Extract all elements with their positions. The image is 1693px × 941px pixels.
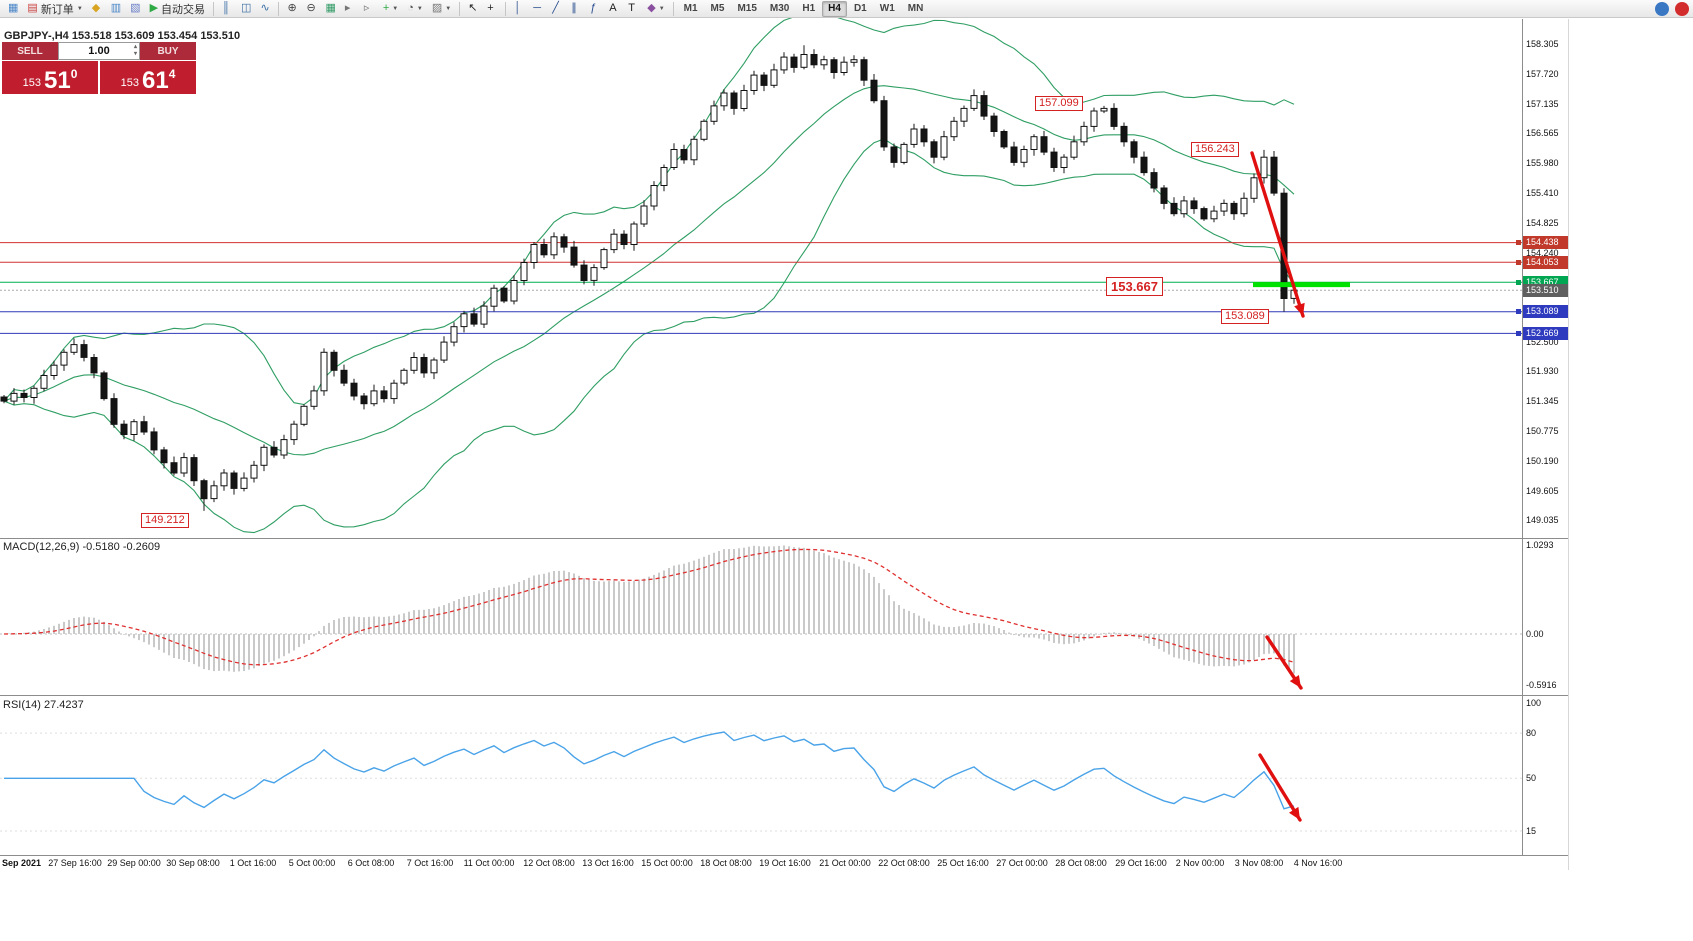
- new-order-button-label: 新订单: [40, 3, 74, 16]
- new-order-icon: ▤: [27, 2, 38, 14]
- market-watch-button[interactable]: ▥: [107, 1, 125, 17]
- navigator-icon: ▧: [130, 2, 141, 14]
- channel-icon: ∥: [571, 2, 577, 14]
- text-button[interactable]: A: [605, 1, 623, 17]
- trendline-icon: ╱: [552, 2, 559, 14]
- candlestick-chart-button[interactable]: ◫: [237, 1, 255, 17]
- toolbar-separator: [672, 1, 674, 16]
- new-order-button[interactable]: ▤ 新订单 ▼: [23, 1, 86, 17]
- auto-scroll-icon: ▸: [344, 2, 351, 14]
- volume-spinner: ▴ ▾: [134, 44, 137, 58]
- new-chart-button[interactable]: ▦: [4, 1, 22, 17]
- buy-price-point: 4: [168, 67, 176, 81]
- tile-windows-button[interactable]: ▦: [321, 1, 339, 17]
- caret-down-icon: ▼: [76, 5, 83, 12]
- zoom-in-button[interactable]: ⊕: [283, 1, 301, 17]
- volume-up-button[interactable]: ▴: [133, 44, 137, 50]
- add-indicator-icon: +: [382, 2, 390, 14]
- cursor-button[interactable]: ↖: [464, 1, 482, 17]
- buy-button[interactable]: BUY: [140, 42, 196, 60]
- channel-button[interactable]: ∥: [567, 1, 585, 17]
- templates-button[interactable]: ▨ ▼: [428, 1, 455, 17]
- buy-price-integer: 153: [120, 77, 139, 89]
- crosshair-icon: +: [487, 2, 494, 14]
- vertical-line-button[interactable]: │: [510, 1, 528, 17]
- indicators-button[interactable]: ◆: [88, 1, 106, 17]
- caret-down-icon: ▼: [392, 5, 399, 12]
- buy-price-pips: 61: [141, 67, 169, 94]
- horizontal-line-icon: ─: [533, 2, 542, 14]
- auto-trading-icon: ▶: [149, 2, 159, 14]
- line-chart-button[interactable]: ∿: [256, 1, 274, 17]
- volume-value: 1.00: [88, 45, 110, 57]
- toolbar-separator: [213, 1, 215, 16]
- timeframe-button-d1[interactable]: D1: [853, 3, 867, 14]
- sell-button[interactable]: SELL: [2, 42, 58, 60]
- one-click-trading-widget: SELL 1.00 ▴ ▾ BUY 153 51 0 153 61 4: [2, 42, 196, 94]
- trendline-button[interactable]: ╱: [548, 1, 566, 17]
- periods-button[interactable]: ◔ ▼: [403, 1, 427, 17]
- community-icon[interactable]: [1655, 1, 1669, 16]
- timeframe-button-h4[interactable]: H4: [822, 0, 847, 17]
- caret-down-icon: ▼: [658, 5, 665, 12]
- timeframe-button-h1[interactable]: H1: [802, 3, 816, 14]
- fibonacci-icon: ƒ: [590, 2, 597, 14]
- caret-down-icon: ▼: [445, 5, 452, 12]
- indicators-icon: ◆: [91, 2, 101, 14]
- chart-shift-icon: ▹: [363, 2, 370, 14]
- fibonacci-button[interactable]: ƒ: [586, 1, 604, 17]
- shapes-icon: ◆: [647, 2, 656, 14]
- one-click-prices: 153 51 0 153 61 4: [2, 61, 196, 94]
- toolbar-separator: [459, 1, 461, 16]
- new-chart-icon: ▦: [8, 2, 19, 14]
- text-icon: A: [609, 2, 617, 14]
- bar-chart-button[interactable]: ║: [218, 1, 236, 17]
- tile-windows-icon: ▦: [325, 2, 336, 14]
- add-indicator-button[interactable]: + ▼: [379, 1, 402, 17]
- help-icon[interactable]: [1675, 1, 1689, 16]
- toolbar: ▦ ▤ 新订单 ▼ ◆ ▥ ▧ ▶ 自动交易 ║ ◫ ∿ ⊕ ⊖ ▦ ▸ ▹ + ▼ ◔ ▼ ▨ ▼ ↖ + │ ─ ╱ ∥ ƒ A T ◆ ▼ M…: [0, 0, 1693, 18]
- shapes-button[interactable]: ◆ ▼: [643, 1, 668, 17]
- toolbar-separator: [505, 1, 507, 16]
- timeframe-button-m1[interactable]: M1: [683, 3, 698, 14]
- zoom-in-icon: ⊕: [287, 2, 297, 14]
- timeframe-button-m15[interactable]: M15: [737, 3, 757, 14]
- timeframe-button-m5[interactable]: M5: [710, 3, 725, 14]
- timeframe-button-w1[interactable]: W1: [879, 3, 895, 14]
- buy-price-button[interactable]: 153 61 4: [100, 61, 196, 94]
- sell-price-button[interactable]: 153 51 0: [2, 61, 98, 94]
- one-click-header: SELL 1.00 ▴ ▾ BUY: [2, 42, 196, 60]
- timeframe-button-m30[interactable]: M30: [769, 3, 790, 14]
- chart-shift-button[interactable]: ▹: [360, 1, 378, 17]
- templates-icon: ▨: [431, 2, 443, 14]
- sell-price-pips: 51: [43, 67, 71, 94]
- sell-price-integer: 153: [22, 77, 41, 89]
- vertical-line-icon: │: [514, 2, 522, 14]
- volume-down-button[interactable]: ▾: [133, 51, 137, 57]
- bar-chart-icon: ║: [222, 2, 230, 14]
- auto-trading-button-label: 自动交易: [161, 3, 206, 16]
- crosshair-button[interactable]: +: [483, 1, 501, 17]
- toolbar-separator: [278, 1, 280, 16]
- candlestick-chart-icon: ◫: [241, 2, 252, 14]
- navigator-button[interactable]: ▧: [126, 1, 144, 17]
- line-chart-icon: ∿: [260, 2, 270, 14]
- volume-input[interactable]: 1.00 ▴ ▾: [58, 42, 140, 60]
- auto-scroll-button[interactable]: ▸: [341, 1, 359, 17]
- zoom-out-icon: ⊖: [306, 2, 316, 14]
- market-watch-icon: ▥: [110, 2, 122, 14]
- horizontal-line-button[interactable]: ─: [529, 1, 547, 17]
- sell-price-point: 0: [70, 67, 78, 81]
- timeframe-button-mn[interactable]: MN: [907, 3, 924, 14]
- label-icon: T: [628, 2, 635, 14]
- label-button[interactable]: T: [624, 1, 642, 17]
- periods-icon: ◔: [407, 2, 414, 14]
- zoom-out-button[interactable]: ⊖: [302, 1, 320, 17]
- auto-trading-button[interactable]: ▶ 自动交易: [146, 1, 209, 17]
- caret-down-icon: ▼: [416, 5, 423, 12]
- cursor-icon: ↖: [468, 2, 478, 14]
